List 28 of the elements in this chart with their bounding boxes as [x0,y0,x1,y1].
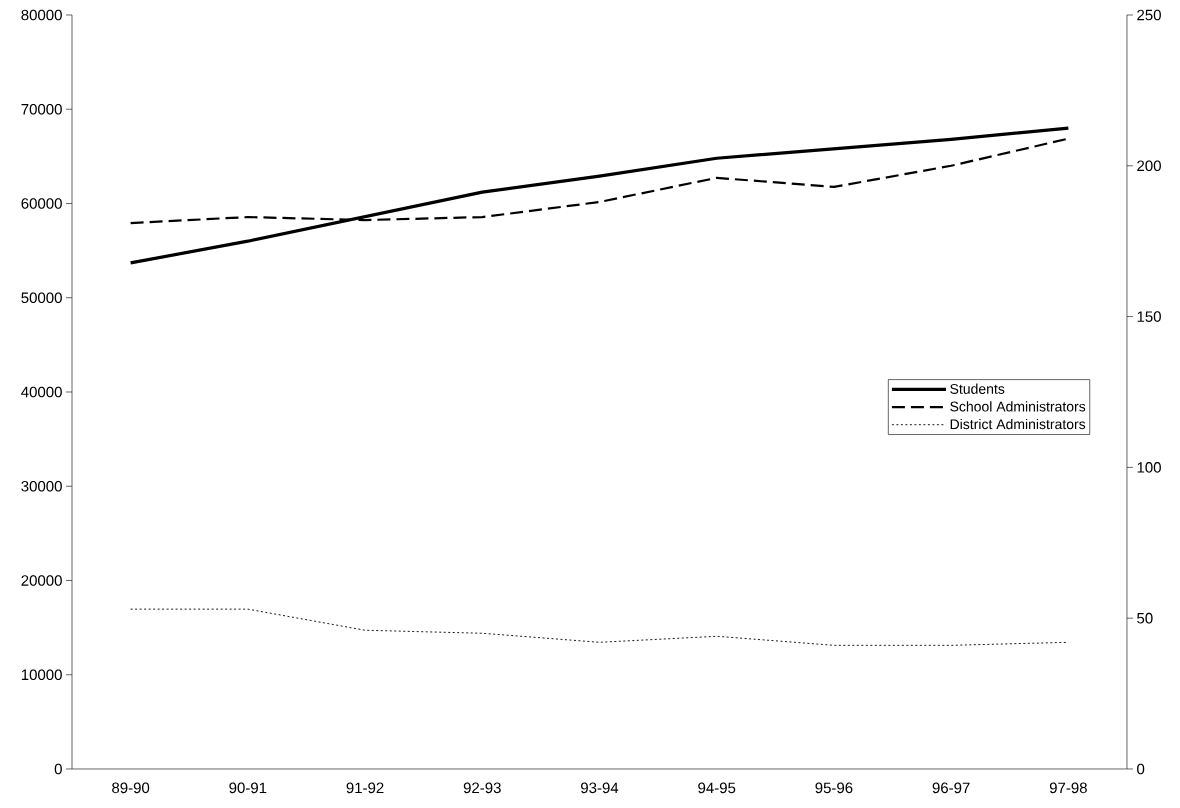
y2-tick-label: 250 [1137,9,1161,21]
y-tick-label: 60000 [21,198,62,209]
x-tick-label: 91-92 [346,782,384,794]
x-tick-label: 92-93 [463,782,501,794]
y2-tick-label: 100 [1137,462,1161,473]
x-tick-label: 95-96 [815,782,853,794]
y-tick-label: 50000 [21,292,62,304]
y-tick-label: 70000 [21,103,62,115]
y-tick-label: 40000 [21,386,62,398]
line-series [130,608,1069,646]
legend-label: Students [950,383,1005,394]
x-tick-label: 96-97 [932,782,970,794]
y-tick-label: 30000 [21,480,62,492]
y-tick-label: 10000 [21,669,62,681]
y2-tick-label: 150 [1137,311,1161,322]
x-tick-label: 93-94 [581,782,619,794]
x-tick-label: 94-95 [698,782,736,794]
legend-label: School Administrators [950,401,1086,412]
y2-tick-label: 200 [1137,160,1161,172]
y-tick-label: 80000 [21,9,62,21]
y-tick-label: 20000 [21,575,62,586]
x-tick-label: 97-98 [1049,782,1087,794]
y2-tick-label: 0 [1137,763,1145,775]
x-tick-label: 89-90 [112,782,150,794]
x-tick-label: 90-91 [229,782,267,794]
y2-tick-label: 50 [1137,612,1153,624]
legend-label: District Administrators [950,418,1086,430]
y-tick-label: 0 [54,763,62,775]
